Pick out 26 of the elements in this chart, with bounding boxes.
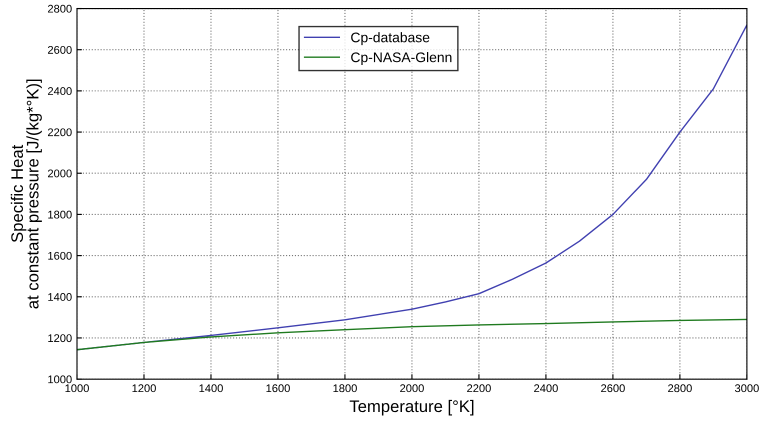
x-tick-label: 1000: [65, 384, 89, 392]
x-tick-label: 2400: [534, 384, 558, 392]
legend-label: Cp-NASA-Glenn: [351, 52, 452, 65]
y-tick-label: 2800: [48, 4, 72, 13]
y-tick-label: 2000: [48, 170, 72, 178]
y-tick-label: 1600: [48, 252, 72, 260]
y-tick-label: 2600: [48, 46, 72, 54]
x-tick-label: 1400: [199, 384, 223, 392]
x-tick-label: 1200: [132, 384, 156, 392]
y-tick-label: 1000: [48, 375, 72, 384]
y-axis-title: Specific Heat at constant pressure [J/(kg*°K)]: [10, 80, 42, 309]
line-series: [77, 318, 747, 350]
x-tick-label: 2800: [668, 384, 692, 392]
y-tick-label: 1200: [48, 334, 72, 342]
x-tick-label: 1600: [266, 384, 290, 392]
y-tick-label: 1400: [48, 293, 72, 301]
x-tick-label: 3000: [734, 384, 759, 392]
y-tick-label: 1800: [48, 210, 72, 219]
x-axis-title: Temperature [°K]: [350, 400, 474, 416]
x-tick-label: 1800: [333, 384, 357, 392]
y-tick-label: 2400: [48, 87, 72, 96]
legend-label: Cp-database: [351, 32, 430, 46]
x-tick-label: 2600: [601, 384, 625, 392]
x-tick-label: 2200: [467, 384, 491, 392]
x-tick-label: 2000: [400, 384, 424, 392]
y-tick-label: 2200: [48, 128, 72, 136]
